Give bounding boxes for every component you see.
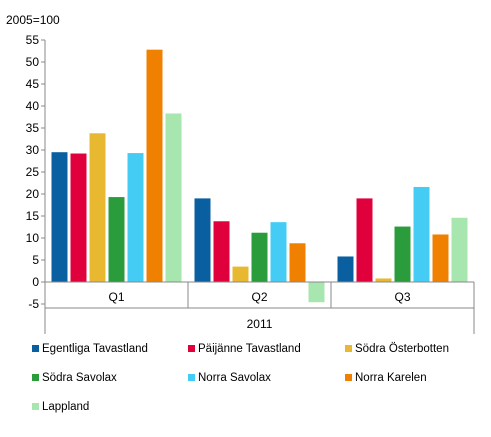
legend: Egentliga Tavastland Päijänne Tavastland S… [32, 343, 449, 413]
legend-item: Egentliga Tavastland [32, 343, 148, 355]
bar [165, 113, 182, 282]
bar [127, 153, 144, 282]
category-labels: Q1 Q2 Q3 [108, 290, 410, 304]
axes [44, 40, 475, 334]
bar [232, 266, 249, 282]
bar [432, 234, 449, 282]
legend-swatch [345, 345, 352, 352]
y-tick-label: 25 [26, 165, 40, 179]
category-label: Q2 [251, 290, 267, 304]
legend-item: Norra Karelen [345, 372, 427, 384]
bar [337, 256, 354, 282]
legend-label: Norra Karelen [355, 372, 427, 384]
legend-label: Egentliga Tavastland [42, 343, 148, 355]
category-label: Q1 [108, 290, 124, 304]
legend-item: Södra Österbotten [345, 343, 449, 355]
y-tick-label: 35 [26, 121, 40, 135]
bar [308, 282, 325, 303]
legend-swatch [188, 345, 195, 352]
bar [356, 198, 373, 282]
y-tick-label: 30 [26, 143, 40, 157]
y-tick-label: 20 [26, 187, 40, 201]
bar [70, 153, 87, 282]
y-tick-label: 50 [26, 55, 40, 69]
y-tick-label: 15 [26, 209, 40, 223]
y-tick-label: 0 [32, 275, 39, 289]
legend-swatch [32, 345, 39, 352]
bar [375, 278, 392, 282]
y-tick-label: 40 [26, 99, 40, 113]
legend-label: Södra Österbotten [355, 343, 449, 355]
legend-item: Päijänne Tavastland [188, 343, 301, 355]
bar [251, 232, 268, 282]
y-axis-unit-label: 2005=100 [6, 13, 60, 27]
legend-label: Päijänne Tavastland [198, 343, 301, 355]
y-tick-label: 55 [26, 33, 40, 47]
legend-item: Södra Savolax [32, 372, 117, 384]
bar [108, 197, 125, 282]
group-label: 2011 [247, 317, 273, 331]
legend-item: Norra Savolax [188, 372, 271, 384]
legend-label: Norra Savolax [198, 372, 271, 384]
bars [51, 49, 468, 303]
bar [194, 198, 211, 282]
bar [451, 217, 468, 282]
bar [270, 222, 287, 282]
legend-label: Lappland [42, 401, 89, 413]
y-tick-label: 45 [26, 77, 40, 91]
bar [89, 133, 106, 282]
y-tick-label: -5 [28, 297, 39, 311]
y-axis-ticks: -5 0 5 10 15 20 25 30 35 40 45 50 55 [26, 33, 45, 311]
bar [413, 186, 430, 282]
legend-item: Lappland [32, 401, 89, 413]
category-label: Q3 [394, 290, 410, 304]
bar [289, 243, 306, 282]
legend-label: Södra Savolax [42, 372, 117, 384]
y-tick-label: 5 [32, 253, 39, 267]
y-tick-label: 10 [26, 231, 40, 245]
bar [394, 226, 411, 282]
bar [51, 152, 68, 282]
bar [213, 221, 230, 282]
legend-swatch [345, 374, 352, 381]
legend-swatch [32, 403, 39, 410]
bar [146, 49, 163, 283]
legend-swatch [32, 374, 39, 381]
legend-swatch [188, 374, 195, 381]
